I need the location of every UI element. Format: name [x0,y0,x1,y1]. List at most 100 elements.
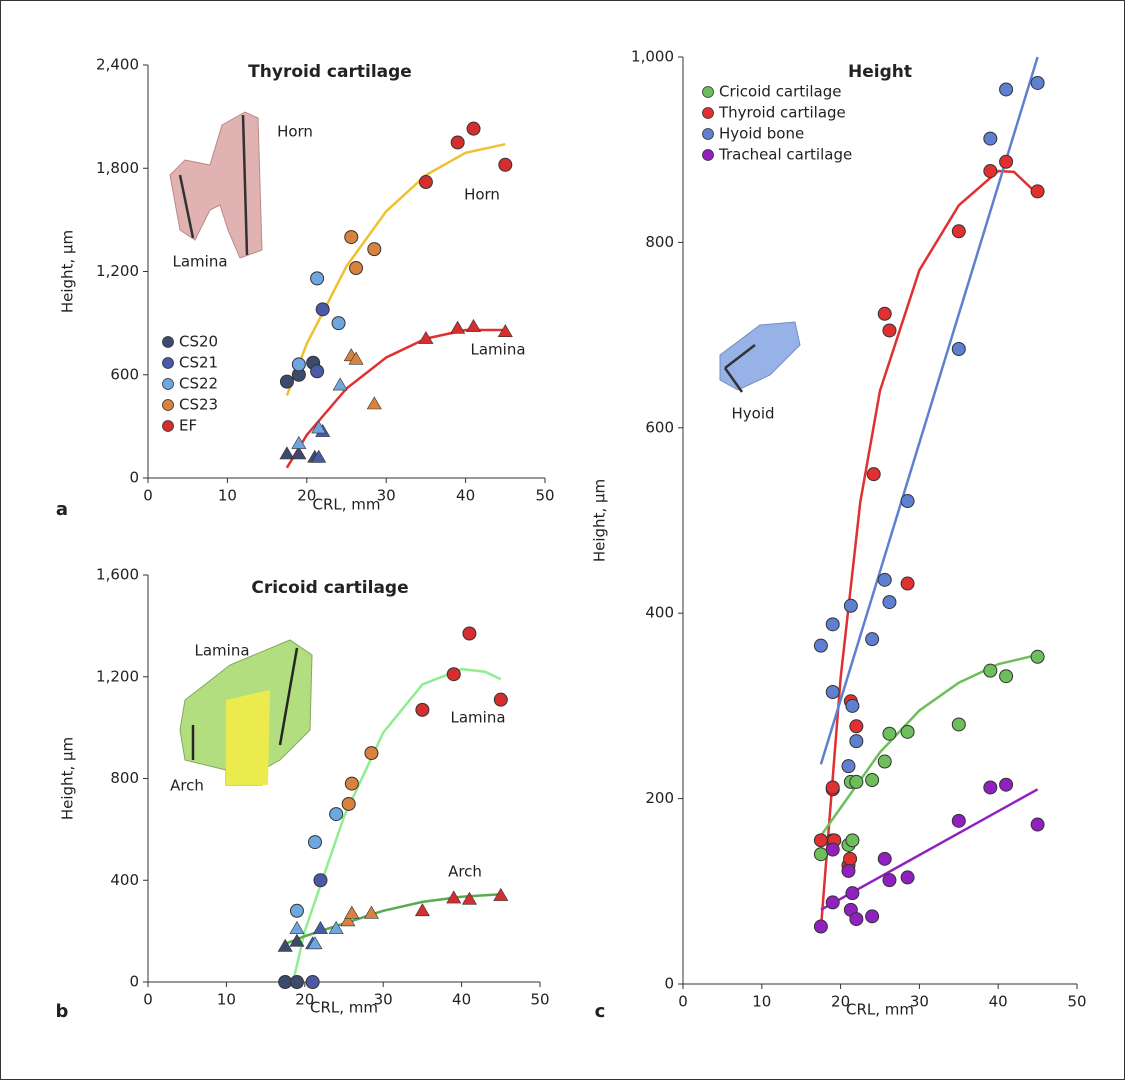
annotation: Lamina [194,642,249,660]
panel-label: c [595,1001,606,1022]
point [368,243,381,256]
y-tick-label: 800 [110,769,139,787]
point [850,735,863,748]
point [850,720,863,733]
point [844,852,857,865]
point [311,272,324,285]
y-tick-label: 1,200 [96,667,139,685]
panel-label: a [56,499,68,520]
point [826,685,839,698]
x-tick-label: 50 [1067,993,1086,1011]
point [499,158,512,171]
point [952,814,965,827]
y-tick-label: 0 [129,469,139,487]
point [814,834,827,847]
y-tick-label: 400 [645,604,674,622]
point [826,843,839,856]
y-tick-label: 0 [129,973,139,991]
point [463,627,476,640]
annotation: Horn [464,186,500,204]
point [826,896,839,909]
point [342,797,355,810]
x-tick-label: 50 [535,487,554,505]
x-tick-label: 10 [218,487,237,505]
point [365,747,378,760]
point [814,920,827,933]
point [883,596,896,609]
x-tick-label: 40 [452,991,471,1009]
legend-marker [703,87,714,98]
panel-label: b [56,1001,69,1022]
point [883,324,896,337]
point [1000,155,1013,168]
legend-marker [703,150,714,161]
annotation: Lamina [450,709,505,727]
annotation: Lamina [172,253,227,271]
legend-label: Thyroid cartilage [718,104,846,122]
point [316,303,329,316]
x-tick-label: 0 [678,993,688,1011]
point [290,976,303,989]
legend-marker [163,358,174,369]
point [826,781,839,794]
point [867,468,880,481]
x-tick-label: 10 [752,993,771,1011]
x-axis-label: CRL, mm [310,999,378,1017]
point [878,573,891,586]
point [494,693,507,706]
annotation: Arch [170,777,204,795]
point [314,874,327,887]
y-tick-label: 1,200 [96,262,139,280]
legend-marker [163,400,174,411]
x-tick-label: 50 [530,991,549,1009]
point [984,781,997,794]
legend-marker [163,337,174,348]
point [332,317,345,330]
frame [1,1,1125,1080]
point [814,639,827,652]
y-tick-label: 2,400 [96,56,139,74]
y-axis-label: Height, µm [59,230,77,313]
y-tick-label: 800 [645,233,674,251]
legend-marker [163,379,174,390]
point [846,887,859,900]
y-tick-label: 600 [645,418,674,436]
legend-label: CS22 [179,375,218,393]
point [419,176,432,189]
point [952,343,965,356]
point [901,577,914,590]
point [814,848,827,861]
y-tick-label: 1,600 [96,566,139,584]
point [984,165,997,178]
chart-title: Height [848,62,912,82]
point [290,904,303,917]
y-tick-label: 400 [110,871,139,889]
x-tick-label: 0 [143,991,153,1009]
point [1031,76,1044,89]
x-tick-label: 40 [456,487,475,505]
point [451,136,464,149]
x-tick-label: 0 [143,487,153,505]
point [280,375,293,388]
x-tick-label: 10 [217,991,236,1009]
point [311,365,324,378]
x-axis-label: CRL, mm [846,1001,914,1019]
point [883,874,896,887]
point [844,599,857,612]
point [416,703,429,716]
legend-marker [163,421,174,432]
point [345,777,358,790]
point [1000,670,1013,683]
point [292,358,305,371]
point [866,633,879,646]
annotation: Arch [448,863,482,881]
y-axis-label: Height, µm [59,737,77,820]
point [850,913,863,926]
legend-marker [703,129,714,140]
x-tick-label: 40 [989,993,1008,1011]
annotation: Hyoid [731,405,774,423]
annotation: Horn [277,123,313,141]
point [842,864,855,877]
point [350,262,363,275]
point [1031,818,1044,831]
